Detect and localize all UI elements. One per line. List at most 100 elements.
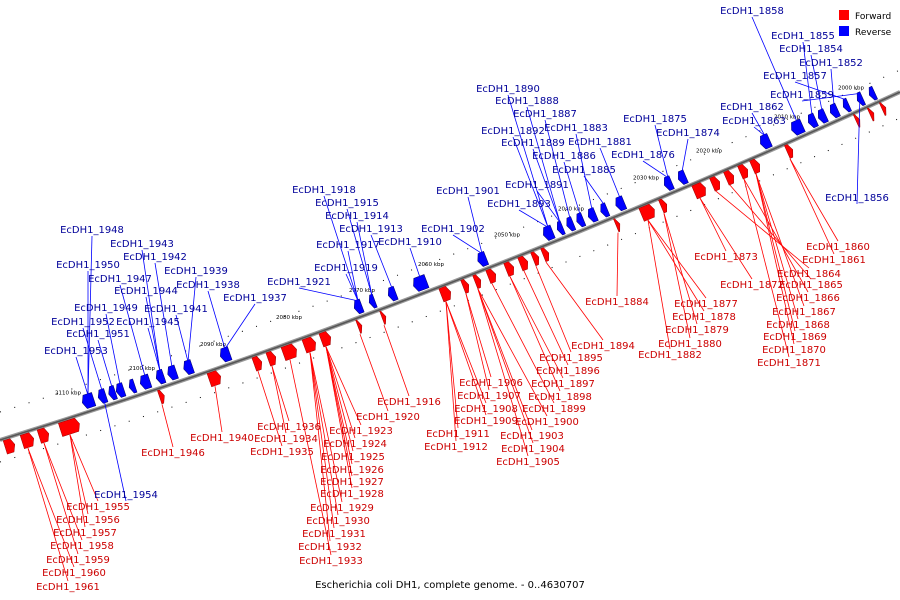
reverse-gene-label[interactable]: EcDH1_1890 [476, 84, 540, 95]
forward-gene-label[interactable]: EcDH1_1933 [299, 556, 363, 567]
forward-gene[interactable] [58, 417, 81, 437]
reverse-gene[interactable] [789, 118, 806, 137]
reverse-gene-label[interactable]: EcDH1_1914 [325, 211, 389, 222]
reverse-gene-label[interactable]: EcDH1_1863 [722, 116, 786, 127]
reverse-gene-label[interactable]: EcDH1_1859 [770, 90, 834, 101]
reverse-gene-label[interactable]: EcDH1_1954 [94, 490, 158, 501]
reverse-gene[interactable] [564, 216, 577, 233]
forward-gene-label[interactable]: EcDH1_1869 [763, 332, 827, 343]
forward-gene[interactable] [485, 268, 499, 284]
reverse-gene-label[interactable]: EcDH1_1889 [501, 138, 565, 149]
reverse-gene-label[interactable]: EcDH1_1876 [611, 150, 675, 161]
reverse-gene[interactable] [574, 212, 587, 229]
reverse-gene-label[interactable]: EcDH1_1944 [114, 286, 178, 297]
reverse-gene-label[interactable]: EcDH1_1949 [74, 303, 138, 314]
reverse-gene[interactable] [154, 368, 167, 385]
reverse-gene-label[interactable]: EcDH1_1943 [110, 239, 174, 250]
reverse-gene[interactable] [127, 378, 138, 394]
forward-gene[interactable] [737, 163, 751, 180]
reverse-gene[interactable] [352, 298, 365, 315]
reverse-gene-label[interactable]: EcDH1_1874 [656, 128, 720, 139]
reverse-gene-label[interactable]: EcDH1_1887 [513, 109, 577, 120]
forward-gene-label[interactable]: EcDH1_1895 [539, 353, 603, 364]
reverse-gene-label[interactable]: EcDH1_1938 [176, 280, 240, 291]
forward-gene-label[interactable]: EcDH1_1868 [766, 320, 830, 331]
reverse-gene[interactable] [367, 293, 378, 309]
reverse-gene[interactable] [758, 133, 773, 150]
reverse-gene-label[interactable]: EcDH1_1881 [568, 137, 632, 148]
forward-gene-label[interactable]: EcDH1_1879 [665, 325, 729, 336]
reverse-gene-label[interactable]: EcDH1_1953 [44, 346, 108, 357]
reverse-gene-label[interactable]: EcDH1_1951 [66, 329, 130, 340]
reverse-gene-label[interactable]: EcDH1_1945 [116, 317, 180, 328]
reverse-gene-label[interactable]: EcDH1_1857 [763, 71, 827, 82]
reverse-gene-label[interactable]: EcDH1_1875 [623, 114, 687, 125]
forward-gene-label[interactable]: EcDH1_1924 [323, 439, 387, 450]
forward-gene-label[interactable]: EcDH1_1882 [638, 350, 702, 361]
forward-gene[interactable] [472, 273, 484, 290]
forward-gene[interactable] [280, 343, 299, 361]
forward-gene[interactable] [206, 370, 223, 388]
forward-gene-label[interactable]: EcDH1_1898 [528, 392, 592, 403]
reverse-gene-label[interactable]: EcDH1_1886 [532, 151, 596, 162]
reverse-gene-label[interactable]: EcDH1_1856 [825, 193, 889, 204]
reverse-gene[interactable] [165, 364, 179, 381]
forward-gene-label[interactable]: EcDH1_1940 [190, 433, 254, 444]
reverse-gene[interactable] [475, 251, 490, 267]
forward-gene-label[interactable]: EcDH1_1899 [522, 404, 586, 415]
forward-gene[interactable] [318, 330, 333, 348]
reverse-gene-label[interactable]: EcDH1_1883 [544, 123, 608, 134]
reverse-gene[interactable] [386, 285, 399, 302]
forward-gene[interactable] [638, 203, 657, 222]
forward-gene-label[interactable]: EcDH1_1928 [320, 489, 384, 500]
forward-gene[interactable] [866, 107, 876, 122]
forward-gene-label[interactable]: EcDH1_1932 [298, 542, 362, 553]
reverse-gene[interactable] [805, 112, 819, 129]
forward-gene-label[interactable]: EcDH1_1923 [329, 426, 393, 437]
forward-gene[interactable] [460, 278, 472, 294]
forward-gene-label[interactable]: EcDH1_1931 [302, 529, 366, 540]
forward-gene[interactable] [530, 251, 542, 267]
reverse-gene[interactable] [138, 373, 153, 390]
forward-gene-label[interactable]: EcDH1_1894 [571, 341, 635, 352]
forward-gene[interactable] [709, 175, 723, 192]
reverse-gene[interactable] [613, 195, 628, 212]
forward-gene-label[interactable]: EcDH1_1909 [454, 416, 518, 427]
forward-gene[interactable] [36, 427, 51, 444]
forward-gene[interactable] [878, 101, 888, 116]
forward-gene-label[interactable]: EcDH1_1900 [515, 417, 579, 428]
forward-gene-label[interactable]: EcDH1_1946 [141, 448, 205, 459]
reverse-gene-label[interactable]: EcDH1_1910 [378, 237, 442, 248]
reverse-gene-label[interactable]: EcDH1_1915 [315, 198, 379, 209]
reverse-gene-label[interactable]: EcDH1_1952 [51, 317, 115, 328]
forward-gene[interactable] [613, 217, 622, 233]
reverse-gene-label[interactable]: EcDH1_1937 [223, 293, 287, 304]
forward-gene-label[interactable]: EcDH1_1867 [772, 307, 836, 318]
forward-gene-label[interactable]: EcDH1_1907 [457, 391, 521, 402]
forward-gene-label[interactable]: EcDH1_1912 [424, 442, 488, 453]
forward-gene-label[interactable]: EcDH1_1870 [762, 345, 826, 356]
reverse-gene-label[interactable]: EcDH1_1941 [144, 304, 208, 315]
reverse-gene[interactable] [80, 392, 97, 409]
forward-gene[interactable] [852, 113, 862, 128]
reverse-gene-label[interactable]: EcDH1_1902 [421, 224, 485, 235]
forward-gene[interactable] [517, 255, 531, 272]
forward-gene-label[interactable]: EcDH1_1871 [757, 358, 821, 369]
forward-gene-label[interactable]: EcDH1_1884 [585, 297, 649, 308]
reverse-gene-label[interactable]: EcDH1_1854 [779, 44, 843, 55]
reverse-gene-label[interactable]: EcDH1_1939 [164, 266, 228, 277]
forward-gene[interactable] [691, 181, 709, 200]
forward-gene-label[interactable]: EcDH1_1878 [672, 312, 736, 323]
forward-gene[interactable] [301, 336, 318, 354]
forward-gene[interactable] [265, 350, 278, 367]
forward-gene[interactable] [438, 285, 453, 303]
forward-gene-label[interactable]: EcDH1_1960 [42, 568, 106, 579]
reverse-gene-label[interactable]: EcDH1_1919 [314, 263, 378, 274]
forward-gene-label[interactable]: EcDH1_1861 [802, 255, 866, 266]
reverse-gene-label[interactable]: EcDH1_1917 [316, 240, 380, 251]
reverse-gene-label[interactable]: EcDH1_1891 [505, 180, 569, 191]
forward-gene[interactable] [355, 319, 365, 334]
forward-gene[interactable] [784, 143, 795, 159]
reverse-gene[interactable] [854, 91, 866, 107]
forward-gene-label[interactable]: EcDH1_1897 [531, 379, 595, 390]
